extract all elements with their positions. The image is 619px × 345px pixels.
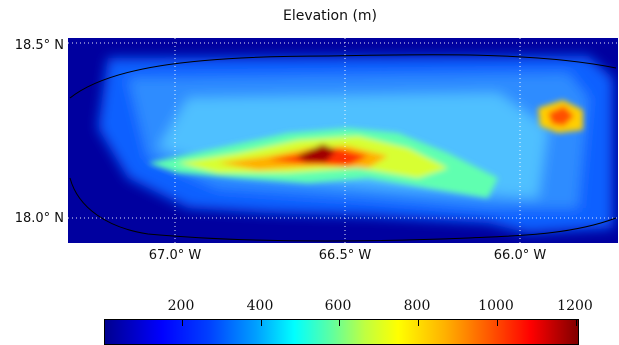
elevation-map: [68, 38, 618, 243]
colorbar-tick-label: 200: [167, 298, 195, 314]
lon-label-66-5: 66.5° W: [318, 248, 372, 263]
colorbar-tick-label: 600: [324, 298, 352, 314]
colorbar: [104, 319, 579, 345]
colorbar-tick-label: 1200: [557, 298, 593, 314]
elevation-raster: [68, 38, 618, 243]
colorbar-tick-label: 400: [246, 298, 274, 314]
colorbar-tick-label: 800: [403, 298, 431, 314]
lat-label-18-0: 18.0° N: [14, 211, 64, 226]
map-title: Elevation (m): [282, 8, 378, 24]
colorbar-tick-label: 1000: [478, 298, 514, 314]
lat-label-18-5: 18.5° N: [14, 38, 64, 53]
lon-label-67-0: 67.0° W: [148, 248, 202, 263]
lon-label-66-0: 66.0° W: [493, 248, 547, 263]
